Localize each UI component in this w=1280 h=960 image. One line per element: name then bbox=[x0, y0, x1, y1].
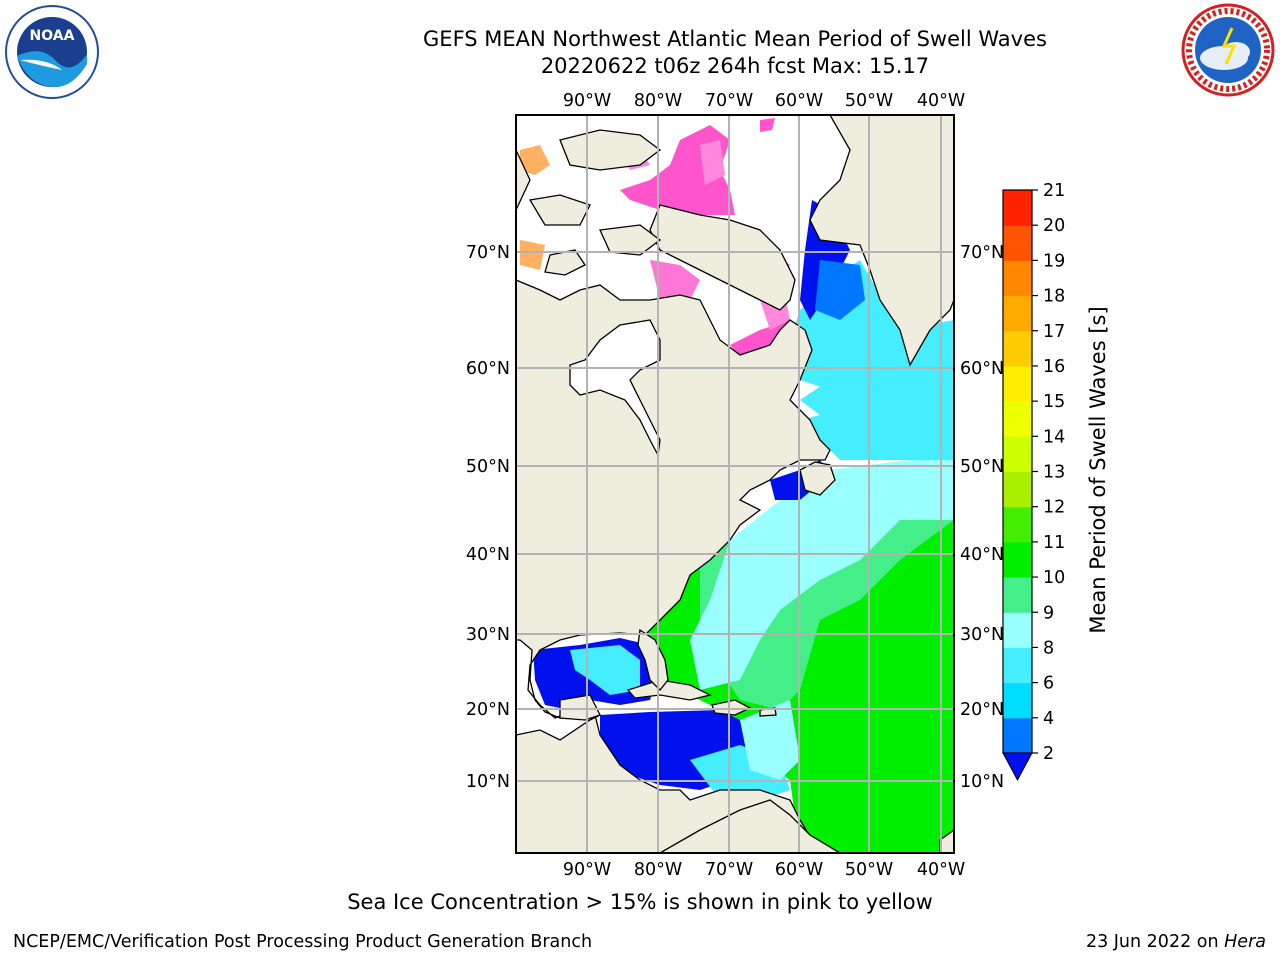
colorbar-bin bbox=[1003, 225, 1032, 261]
colorbar-bin bbox=[1003, 682, 1032, 719]
map-subtitle: 20220622 t06z 264h fcst Max: 15.17 bbox=[540, 54, 930, 78]
colorbar-bin bbox=[1003, 577, 1032, 613]
lat-label: 70°N bbox=[960, 243, 1004, 263]
footer-date-text: 23 Jun 2022 on bbox=[1085, 932, 1225, 952]
lon-label: 90°W bbox=[563, 91, 611, 111]
lon-label: 60°W bbox=[775, 860, 823, 880]
lat-label: 30°N bbox=[960, 625, 1004, 645]
colorbar-tick-label: 4 bbox=[1043, 709, 1054, 729]
colorbar-tick-label: 11 bbox=[1043, 533, 1065, 553]
colorbar-bin bbox=[1003, 717, 1032, 754]
lat-labels-right: 70°N 60°N 50°N 40°N 30°N 20°N 10°N bbox=[960, 243, 1004, 792]
lat-label: 60°N bbox=[960, 359, 1004, 379]
lat-label: 20°N bbox=[960, 700, 1004, 720]
lon-label: 70°W bbox=[705, 860, 753, 880]
colorbar-tick-label: 16 bbox=[1043, 357, 1065, 377]
colorbar-tick-label: 15 bbox=[1043, 392, 1065, 412]
colorbar-bin bbox=[1003, 612, 1032, 648]
footer-credit: NCEP/EMC/Verification Post Processing Pr… bbox=[13, 932, 593, 952]
graticule bbox=[516, 115, 954, 853]
lon-labels-top: 90°W 80°W 70°W 60°W 50°W 40°W bbox=[563, 91, 965, 111]
lon-label: 80°W bbox=[634, 860, 682, 880]
colorbar-tick-label: 10 bbox=[1043, 568, 1065, 588]
sea-ice-caption: Sea Ice Concentration > 15% is shown in … bbox=[347, 890, 933, 914]
colorbar-tick-label: 2 bbox=[1043, 744, 1054, 764]
colorbar-bin bbox=[1003, 401, 1032, 437]
colorbar-bin bbox=[1003, 365, 1032, 402]
lat-label: 10°N bbox=[960, 772, 1004, 792]
colorbar-tick-label: 19 bbox=[1043, 251, 1065, 271]
colorbar-tick-label: 14 bbox=[1043, 427, 1065, 447]
lon-label: 70°W bbox=[705, 91, 753, 111]
colorbar-bin bbox=[1003, 436, 1032, 472]
colorbar-bin bbox=[1003, 295, 1032, 332]
footer-host: Hera bbox=[1224, 932, 1266, 952]
colorbar-tick-label: 8 bbox=[1043, 638, 1054, 658]
lat-label: 50°N bbox=[466, 457, 510, 477]
colorbar-bin bbox=[1003, 330, 1032, 367]
colorbar-label: Mean Period of Swell Waves [s] bbox=[1086, 306, 1110, 634]
lat-label: 10°N bbox=[466, 772, 510, 792]
colorbar-bin bbox=[1003, 190, 1032, 226]
colorbar-tick-label: 12 bbox=[1043, 498, 1065, 518]
lat-label: 50°N bbox=[960, 457, 1004, 477]
lon-label: 40°W bbox=[917, 91, 965, 111]
lat-label: 30°N bbox=[466, 625, 510, 645]
lat-labels-left: 70°N 60°N 50°N 40°N 30°N 20°N 10°N bbox=[466, 243, 510, 792]
colorbar-bin bbox=[1003, 647, 1032, 684]
lon-label: 50°W bbox=[845, 91, 893, 111]
footer-date: 23 Jun 2022 on Hera bbox=[1086, 932, 1266, 952]
lon-label: 80°W bbox=[634, 91, 682, 111]
colorbar: 2 4 6 8 9 10 11 12 13 14 15 16 17 18 19 20 21 bbox=[1002, 181, 1065, 782]
lon-label: 50°W bbox=[845, 860, 893, 880]
lat-label: 20°N bbox=[466, 700, 510, 720]
lat-label: 40°N bbox=[466, 545, 510, 565]
colorbar-tick-label: 13 bbox=[1043, 463, 1065, 483]
colorbar-extend bbox=[1002, 752, 1033, 782]
map-title: GEFS MEAN Northwest Atlantic Mean Period… bbox=[423, 27, 1047, 51]
lat-label: 70°N bbox=[466, 243, 510, 263]
noaa-logo: NOAA bbox=[5, 5, 99, 99]
land bbox=[516, 115, 954, 853]
colorbar-bin bbox=[1003, 541, 1032, 578]
lon-label: 40°W bbox=[917, 860, 965, 880]
colorbar-tick-label: 17 bbox=[1043, 322, 1065, 342]
map-frame bbox=[515, 114, 955, 854]
colorbar-bin bbox=[1003, 506, 1032, 543]
lat-label: 60°N bbox=[466, 359, 510, 379]
colorbar-tick-label: 9 bbox=[1043, 603, 1054, 623]
colorbar-tick-label: 21 bbox=[1043, 181, 1065, 201]
colorbar-bin bbox=[1003, 471, 1032, 508]
lon-label: 90°W bbox=[563, 860, 611, 880]
nws-logo bbox=[1181, 3, 1275, 97]
colorbar-tick-label: 6 bbox=[1043, 674, 1054, 694]
lon-labels-bottom: 90°W 80°W 70°W 60°W 50°W 40°W bbox=[563, 860, 965, 880]
lon-label: 60°W bbox=[775, 91, 823, 111]
colorbar-tick-label: 20 bbox=[1043, 216, 1065, 236]
noaa-logo-text: NOAA bbox=[30, 28, 75, 44]
lat-label: 40°N bbox=[960, 545, 1004, 565]
colorbar-bin bbox=[1003, 260, 1032, 297]
colorbar-tick-label: 18 bbox=[1043, 287, 1065, 307]
